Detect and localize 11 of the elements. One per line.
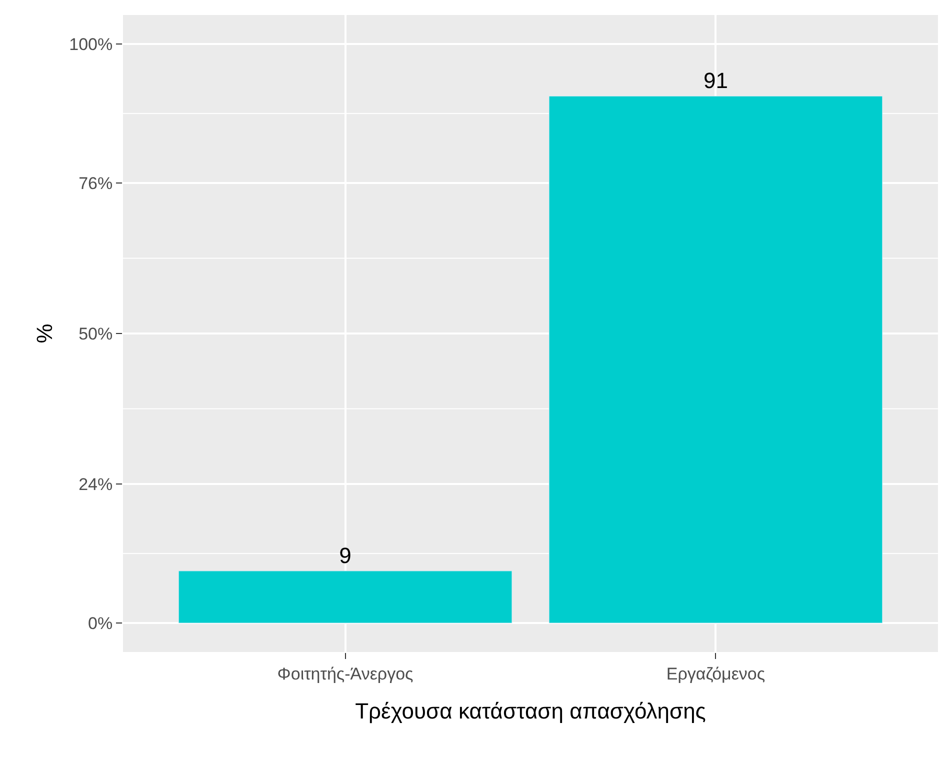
x-axis-title: Τρέχουσα κατάσταση απασχόλησης [355,698,706,724]
y-tick-label: 0% [88,614,113,633]
y-tick-label: 24% [78,475,113,494]
data-label: 9 [339,542,352,568]
y-tick-label: 76% [78,174,113,193]
x-tick-label: Εργαζόμενος [666,664,766,684]
data-label: 91 [703,68,728,94]
x-tick-label: Φοιτητής-Άνεργος [277,664,414,684]
y-tick-label: 100% [69,34,113,54]
y-axis-title: % [32,324,57,344]
y-tick-label: 50% [78,324,113,344]
